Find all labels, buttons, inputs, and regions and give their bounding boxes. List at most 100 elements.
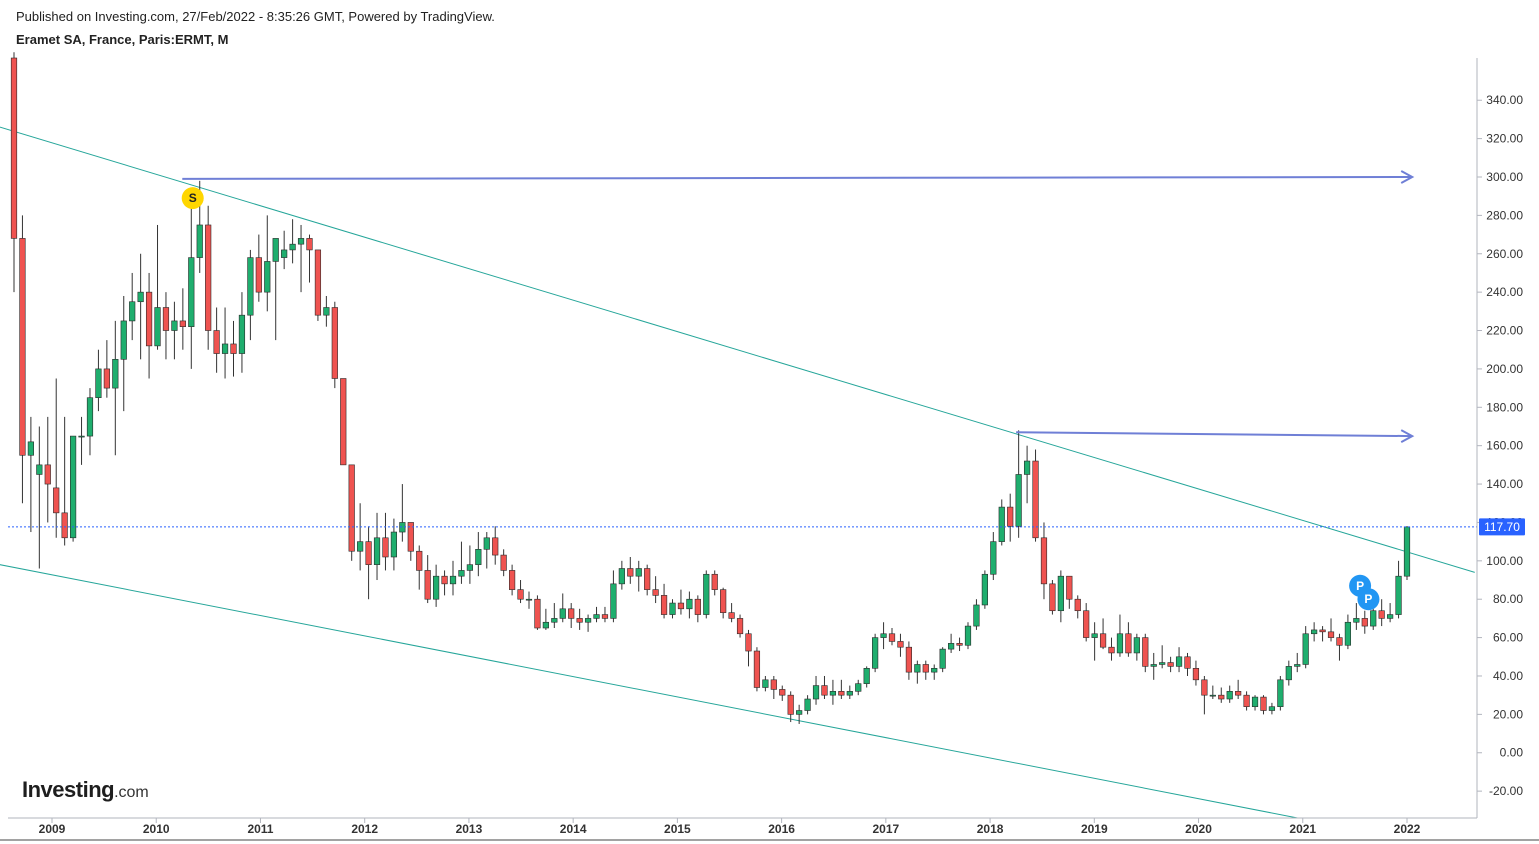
candle-2011-11 <box>365 526 372 600</box>
candle-2009-06 <box>112 320 119 456</box>
candle-2013-09 <box>551 603 558 628</box>
x-tick-label: 2012 <box>351 822 378 836</box>
candle-2011-05 <box>314 249 322 321</box>
candle-2014-10 <box>660 583 668 619</box>
y-tick-label: 0.00 <box>1500 746 1524 760</box>
candle-2011-07 <box>331 301 338 389</box>
marker-s-1[interactable]: S <box>181 187 204 210</box>
trend-line-1 <box>0 126 1475 573</box>
candle-2020-07 <box>1243 691 1250 711</box>
candle-2016-08 <box>846 685 853 700</box>
candle-2017-10 <box>964 622 972 650</box>
candle-2011-08 <box>340 378 347 466</box>
candle-2018-03 <box>1007 493 1014 542</box>
candle-2021-08 <box>1353 603 1360 630</box>
candle-2012-10 <box>458 541 465 584</box>
candle-2016-09 <box>855 679 862 696</box>
horizontal-arrows[interactable] <box>182 170 1415 443</box>
candle-2021-12 <box>1387 603 1394 623</box>
x-tick-label: 2019 <box>1081 822 1108 836</box>
candle-2021-06 <box>1336 633 1343 661</box>
candle-2017-11 <box>973 599 980 630</box>
candle-2014-12 <box>677 589 685 615</box>
signal-markers[interactable]: S PP <box>181 187 1380 611</box>
candle-2014-06 <box>627 556 634 584</box>
candle-2015-07 <box>736 614 744 638</box>
candle-2009-01 <box>69 435 77 542</box>
candle-2013-06 <box>525 591 533 609</box>
candle-2016-10 <box>863 666 870 688</box>
candle-2021-05 <box>1327 618 1335 642</box>
candle-2018-12 <box>1083 603 1090 642</box>
arrow-2[interactable] <box>1016 429 1415 443</box>
y-tick-label: 280.00 <box>1486 208 1523 222</box>
candle-2019-12 <box>1184 652 1191 676</box>
candle-2012-05 <box>416 545 423 590</box>
candle-2010-02 <box>179 288 186 350</box>
candle-2021-01 <box>1294 652 1301 673</box>
candle-2015-02 <box>694 595 701 623</box>
y-axis-ticks: 340.00 320.00 300.00 280.00 260.00 240.00 220.… <box>1477 93 1523 798</box>
candle-2011-12 <box>373 512 381 581</box>
candle-2009-05 <box>103 340 110 398</box>
marker-p-3[interactable]: P <box>1357 588 1380 611</box>
candle-2018-09 <box>1057 570 1064 623</box>
candle-2016-06 <box>829 679 837 705</box>
candle-2009-03 <box>86 388 94 456</box>
candle-2018-04 <box>1015 430 1022 538</box>
candle-2013-10 <box>559 593 566 623</box>
y-tick-label: 20.00 <box>1493 707 1523 721</box>
candle-2018-05 <box>1023 445 1031 504</box>
candle-2019-01 <box>1091 622 1098 661</box>
candle-2008-07 <box>19 215 26 504</box>
candle-2018-07 <box>1040 522 1048 600</box>
candle-2016-01 <box>787 691 794 723</box>
x-tick-label: 2013 <box>456 822 483 836</box>
candle-2019-05 <box>1125 622 1132 657</box>
candle-2012-12 <box>475 532 482 577</box>
candle-2012-08 <box>441 570 448 596</box>
candle-2022-02 <box>1403 526 1411 581</box>
svg-text:S: S <box>189 191 197 205</box>
candle-2019-02 <box>1099 618 1107 650</box>
candle-2013-12 <box>576 608 583 630</box>
svg-text:P: P <box>1356 579 1364 593</box>
x-tick-label: 2010 <box>143 822 170 836</box>
candle-2008-12 <box>61 416 68 546</box>
candle-2008-06 <box>10 52 18 293</box>
candle-2014-03 <box>601 606 609 623</box>
candle-2020-04 <box>1218 687 1225 703</box>
candle-2017-03 <box>905 641 912 680</box>
candle-2021-11 <box>1378 599 1385 627</box>
candle-2010-11 <box>255 234 262 302</box>
candle-2020-03 <box>1209 685 1216 700</box>
candle-2015-12 <box>779 685 786 701</box>
arrow-1[interactable] <box>182 170 1415 184</box>
y-tick-label: 200.00 <box>1486 362 1523 376</box>
candle-2010-12 <box>264 215 271 312</box>
candle-2015-05 <box>720 587 727 619</box>
candle-2012-09 <box>449 560 457 596</box>
candle-2013-05 <box>517 580 524 604</box>
candle-2009-07 <box>120 295 127 412</box>
candle-2019-10 <box>1167 656 1174 673</box>
candle-2010-10 <box>247 249 254 341</box>
candle-2009-12 <box>162 292 170 360</box>
candle-2015-10 <box>762 675 769 692</box>
candle-2019-11 <box>1175 647 1183 673</box>
svg-text:P: P <box>1364 592 1372 606</box>
candle-2009-11 <box>154 224 161 350</box>
candle-2020-05 <box>1226 685 1233 703</box>
candle-2010-08 <box>230 320 237 377</box>
candle-2017-01 <box>888 628 896 646</box>
candle-2008-11 <box>53 378 60 538</box>
candle-2018-06 <box>1032 449 1039 542</box>
candle-2017-07 <box>939 647 946 673</box>
y-tick-label: 240.00 <box>1486 285 1523 299</box>
candle-2010-01 <box>171 301 178 360</box>
y-tick-label: 180.00 <box>1486 400 1523 414</box>
candle-2020-12 <box>1285 660 1292 686</box>
candle-2015-04 <box>711 570 718 596</box>
candle-2008-10 <box>44 416 51 523</box>
